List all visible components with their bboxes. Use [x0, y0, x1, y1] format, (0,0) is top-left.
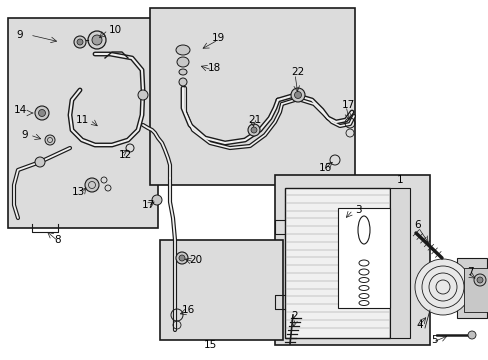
Bar: [285, 188, 389, 338]
Text: 10: 10: [108, 25, 122, 35]
Text: 1: 1: [396, 175, 403, 185]
Circle shape: [138, 90, 148, 100]
Circle shape: [290, 88, 305, 102]
Text: 4: 4: [416, 320, 423, 330]
Text: 2: 2: [291, 311, 298, 321]
Circle shape: [35, 106, 49, 120]
Circle shape: [85, 178, 99, 192]
Text: 14: 14: [13, 105, 26, 115]
Bar: [337, 208, 389, 308]
Text: 19: 19: [211, 33, 224, 43]
Circle shape: [476, 277, 482, 283]
Bar: [8, 18, 158, 228]
Circle shape: [35, 157, 45, 167]
Circle shape: [247, 124, 260, 136]
Ellipse shape: [176, 45, 190, 55]
Circle shape: [45, 135, 55, 145]
Circle shape: [414, 259, 470, 315]
Circle shape: [39, 109, 45, 117]
Bar: [456, 258, 486, 318]
Text: 3: 3: [354, 205, 361, 215]
Circle shape: [179, 255, 184, 261]
Text: 13: 13: [71, 187, 84, 197]
Text: 5: 5: [431, 335, 437, 345]
Bar: [150, 8, 354, 185]
Text: 7: 7: [466, 267, 472, 277]
Circle shape: [294, 91, 301, 99]
Circle shape: [74, 36, 86, 48]
Text: 22: 22: [291, 67, 304, 77]
Ellipse shape: [179, 69, 186, 75]
Text: 9: 9: [21, 130, 28, 140]
Circle shape: [176, 252, 187, 264]
Circle shape: [92, 35, 102, 45]
Text: 16: 16: [181, 305, 194, 315]
Circle shape: [152, 195, 162, 205]
Bar: [389, 188, 409, 338]
Circle shape: [467, 331, 475, 339]
Text: 6: 6: [414, 220, 421, 230]
Text: 9: 9: [17, 30, 23, 40]
Text: 15: 15: [203, 340, 216, 350]
Circle shape: [250, 127, 257, 133]
Text: 21: 21: [248, 115, 261, 125]
Bar: [463, 268, 487, 312]
Text: 8: 8: [55, 235, 61, 245]
Text: 17: 17: [141, 200, 154, 210]
Text: 16: 16: [318, 163, 331, 173]
Bar: [274, 175, 429, 345]
Ellipse shape: [177, 57, 189, 67]
Text: 12: 12: [118, 150, 131, 160]
Ellipse shape: [179, 78, 186, 86]
Text: 20: 20: [189, 255, 202, 265]
Bar: [160, 240, 283, 340]
Circle shape: [77, 39, 83, 45]
Text: 17: 17: [341, 100, 354, 110]
Circle shape: [88, 31, 106, 49]
Text: 11: 11: [75, 115, 88, 125]
Text: 18: 18: [207, 63, 220, 73]
Circle shape: [473, 274, 485, 286]
